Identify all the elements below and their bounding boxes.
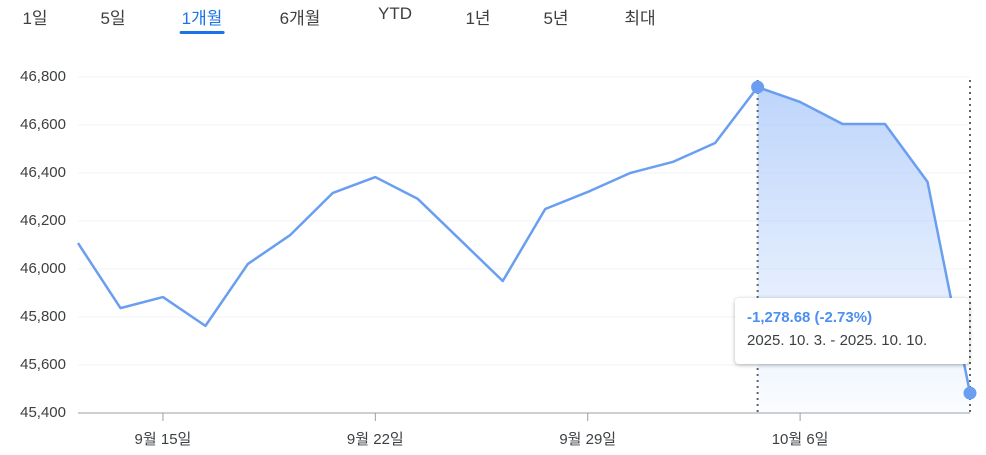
range-tab[interactable]: 5년 — [543, 9, 569, 28]
x-tick-label: 9월 22일 — [347, 431, 404, 448]
range-tabs: 1일 5일 1개월 6개월 YTD 1년 5년 최대 — [0, 0, 986, 40]
price-line — [76, 85, 972, 394]
range-tab[interactable]: 1일 — [22, 9, 48, 28]
x-tick-label: 10월 6일 — [772, 431, 829, 448]
y-tick-label: 46,600 — [20, 116, 66, 133]
selection-point — [963, 386, 977, 400]
tooltip: -1,278.68 (-2.73%) 2025. 10. 3. - 2025. … — [735, 298, 969, 364]
y-tick-label: 46,800 — [20, 68, 66, 85]
change-text: -1,278.68 (-2.73%) — [747, 309, 873, 326]
range-tab[interactable]: 5일 — [100, 9, 126, 28]
y-tick-label: 45,800 — [20, 308, 66, 325]
range-tab[interactable]: 6개월 — [279, 9, 321, 28]
y-tick-label: 45,400 — [20, 404, 66, 421]
range-tab[interactable]: YTD — [378, 4, 412, 23]
range-tab[interactable]: 1년 — [465, 9, 491, 28]
range-tab[interactable]: 최대 — [624, 9, 656, 28]
selection-area — [757, 87, 970, 413]
y-tick-label: 46,200 — [20, 212, 66, 229]
selection-point — [751, 80, 765, 94]
date-range-text: 2025. 10. 3. - 2025. 10. 10. — [747, 332, 928, 349]
y-tick-label: 46,400 — [20, 164, 66, 181]
y-tick-label: 45,600 — [20, 356, 66, 373]
x-tick-label: 9월 29일 — [559, 431, 616, 448]
x-tick-label: 9월 15일 — [135, 431, 192, 448]
range-tab[interactable]: 1개월 — [179, 4, 225, 34]
y-tick-label: 46,000 — [20, 260, 66, 277]
